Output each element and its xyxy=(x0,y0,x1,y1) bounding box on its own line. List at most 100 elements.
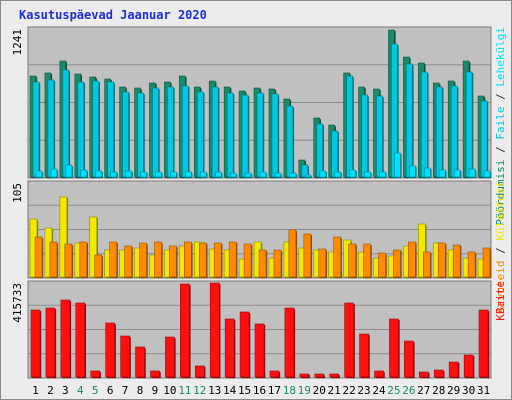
files-bar xyxy=(331,130,339,178)
pages-bar xyxy=(483,170,491,178)
day-label: 11 xyxy=(178,384,191,397)
sites-bar xyxy=(243,243,252,278)
files-bar xyxy=(152,87,159,178)
sites-bar xyxy=(363,243,371,278)
sites-bar xyxy=(64,243,73,278)
pages-bar xyxy=(409,165,416,178)
pages-bar xyxy=(199,171,207,178)
pages-bar xyxy=(289,172,297,178)
kbytes-bar xyxy=(269,370,280,378)
legend-entry: / xyxy=(494,87,507,107)
kbytes-bar xyxy=(209,282,220,378)
legend-entry: KBaite xyxy=(494,281,507,321)
sites-bar xyxy=(467,251,476,278)
kbytes-bar xyxy=(314,373,325,378)
files-bar xyxy=(435,86,443,178)
files-bar xyxy=(92,80,100,178)
day-label: 31 xyxy=(477,384,490,397)
pages-bar xyxy=(319,170,327,178)
sites-bar xyxy=(124,245,132,278)
pages-bar xyxy=(438,169,446,178)
legend-entry: Arvuteid xyxy=(494,260,507,313)
pages-bar xyxy=(379,171,386,178)
files-bar xyxy=(167,86,174,178)
pages-bar xyxy=(364,171,371,178)
kbytes-bar xyxy=(478,309,489,378)
day-label: 16 xyxy=(253,384,266,397)
legend-entry: Faile xyxy=(494,106,507,139)
kbytes-bar xyxy=(90,370,101,378)
kbytes-bar xyxy=(239,311,250,378)
day-label: 21 xyxy=(328,384,341,397)
kbytes-bar xyxy=(194,365,205,378)
sites-bar xyxy=(34,236,43,278)
day-label: 22 xyxy=(342,384,355,397)
pages-bar xyxy=(80,169,88,178)
files-bar xyxy=(62,69,70,178)
kbytes-bar xyxy=(180,283,190,378)
files-bar xyxy=(107,81,114,178)
kbytes-bar xyxy=(433,369,444,378)
pages-bar xyxy=(334,171,342,178)
kbytes-bar xyxy=(224,318,235,378)
files-bar xyxy=(480,100,488,178)
day-label: 7 xyxy=(122,384,129,397)
day-label: 2 xyxy=(47,384,54,397)
legend-entry: Lehekülgi xyxy=(494,27,507,87)
kbytes-bar xyxy=(448,361,459,378)
sites-bar xyxy=(94,254,103,278)
day-label: 26 xyxy=(402,384,415,397)
kbytes-bar xyxy=(389,318,399,378)
chart-title: Kasutuspäevad Jaanuar 2020 xyxy=(19,8,207,22)
pages-bar xyxy=(125,170,132,178)
panel-visits-max-label: 105 xyxy=(11,183,24,203)
sites-bar xyxy=(139,242,147,278)
pages-bar xyxy=(229,172,237,178)
files-bar xyxy=(182,85,189,178)
kbytes-bar xyxy=(165,336,175,378)
pages-bar xyxy=(170,171,177,178)
kbytes-bar xyxy=(284,307,295,378)
sites-bar xyxy=(482,247,491,278)
day-label: 20 xyxy=(313,384,326,397)
pages-bar xyxy=(95,170,103,178)
files-bar xyxy=(211,86,219,178)
pages-bar xyxy=(244,172,252,178)
pages-bar xyxy=(110,171,117,178)
pages-bar xyxy=(259,171,267,178)
sites-bar xyxy=(273,249,282,278)
files-bar xyxy=(241,94,249,178)
sites-bar xyxy=(303,233,312,278)
files-bar xyxy=(196,91,204,178)
files-bar xyxy=(316,123,324,178)
sites-bar xyxy=(258,249,267,278)
pages-bar xyxy=(140,171,147,178)
kbytes-bar xyxy=(344,302,354,378)
sites-bar xyxy=(288,229,297,278)
sites-bar xyxy=(184,241,192,278)
files-bar xyxy=(421,71,428,178)
files-bar xyxy=(137,92,144,178)
day-label: 15 xyxy=(238,384,251,397)
day-label: 8 xyxy=(137,384,144,397)
legend-entry: Külastusi xyxy=(494,181,507,241)
kbytes-bar xyxy=(329,373,340,378)
day-label: 25 xyxy=(387,384,400,397)
sites-bar xyxy=(393,249,401,278)
day-label: 9 xyxy=(152,384,159,397)
visits-bar xyxy=(59,196,68,278)
panel-kbytes-legend: KBaite xyxy=(494,281,507,321)
files-bar xyxy=(406,63,413,178)
files-bar xyxy=(361,94,368,178)
kbytes-bar xyxy=(45,307,56,378)
visits-bar xyxy=(418,223,426,278)
files-bar xyxy=(256,92,264,178)
files-bar xyxy=(226,92,234,178)
kbytes-bar xyxy=(150,370,160,378)
sites-bar xyxy=(318,248,327,278)
day-label: 17 xyxy=(268,384,281,397)
sites-bar xyxy=(169,245,177,278)
kbytes-bar xyxy=(120,335,130,378)
